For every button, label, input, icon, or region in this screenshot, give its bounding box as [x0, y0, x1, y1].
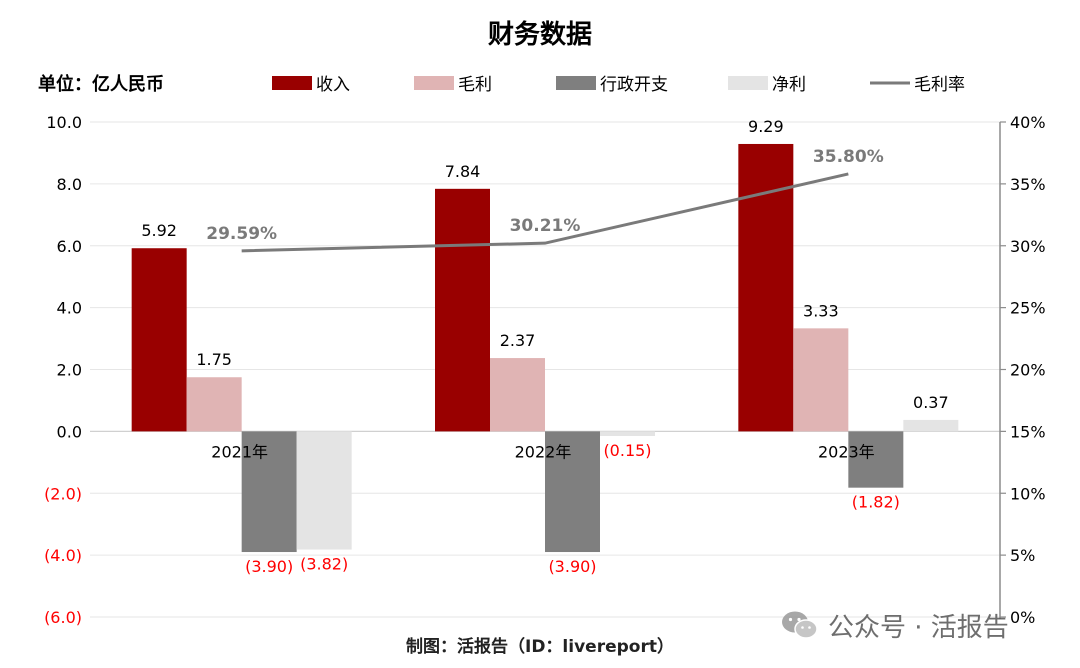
y-right-tick-label: 15% [1010, 422, 1046, 441]
rate-line [241, 172, 849, 253]
x-category-label: 2022年 [515, 442, 572, 461]
data-labels: 5.92 7.84 9.29 1.75 2.37 3.33 (3.90) (3.90) (1.8… [141, 117, 948, 576]
gross-profit-data-label: 2.37 [500, 331, 536, 350]
y-right-tick-label: 20% [1010, 361, 1046, 380]
revenue-bar [131, 248, 187, 432]
y-left-tick-label: (6.0) [44, 608, 82, 627]
wechat-icon [782, 611, 818, 639]
y-right-tick-label: 0% [1010, 608, 1035, 627]
admin-expense-bar [848, 431, 904, 488]
admin-expense-data-label: (3.90) [245, 557, 293, 576]
gross-profit-bar [186, 377, 242, 432]
net-profit-data-label: (3.82) [300, 555, 348, 574]
gross-margin-label: 35.80% [813, 147, 884, 167]
footer-credit: 制图：活报告（ID：livereport） [406, 637, 674, 657]
net-profit-data-label: (0.15) [603, 441, 651, 460]
admin-expense-bar [545, 431, 600, 553]
admin-expense-data-label: (3.90) [548, 557, 596, 576]
unit-label: 单位：亿人民币 [38, 74, 164, 95]
legend-label-gross-profit: 毛利 [458, 75, 492, 95]
admin-expense-data-label: (1.82) [852, 493, 900, 512]
y-left-tick-label: 0.0 [57, 422, 82, 441]
legend-swatch-revenue [272, 76, 312, 90]
gross-profit-bar [490, 358, 545, 432]
legend-swatch-admin-expense [556, 76, 596, 90]
net-profit-bar [903, 419, 959, 432]
y-right-tick-label: 10% [1010, 484, 1046, 503]
y-left-tick-label: 6.0 [57, 237, 82, 256]
y-left-tick-label: 4.0 [57, 299, 82, 318]
legend-label-revenue: 收入 [316, 75, 350, 95]
gross-margin-label: 29.59% [206, 224, 277, 244]
gross-profit-bar [793, 328, 849, 432]
y-right-tick-label: 35% [1010, 175, 1046, 194]
x-category-label: 2021年 [211, 442, 268, 461]
revenue-data-label: 5.92 [141, 221, 177, 240]
y-right-tick-label: 5% [1010, 546, 1035, 565]
admin-expense-bar [241, 431, 297, 553]
net-profit-bar [600, 431, 655, 437]
revenue-data-label: 9.29 [748, 117, 784, 136]
legend-label-net-profit: 净利 [772, 75, 806, 95]
axes: (6.0) (4.0) (2.0) 0.0 2.0 4.0 6.0 8.0 10.0 0% 5% 10… [44, 113, 1046, 627]
watermark: 公众号 · 活报告 [780, 608, 1009, 643]
revenue-data-label: 7.84 [445, 162, 481, 181]
legend-swatch-gross-profit [414, 76, 454, 90]
y-left-tick-label: 10.0 [46, 113, 82, 132]
legend-label-gross-margin: 毛利率 [914, 75, 965, 95]
y-right-tick-label: 30% [1010, 237, 1046, 256]
revenue-bar [435, 188, 490, 432]
y-right-tick-label: 25% [1010, 299, 1046, 318]
watermark-text: 公众号 · 活报告 [828, 612, 1009, 643]
net-profit-bar [296, 431, 352, 550]
y-left-tick-label: (2.0) [44, 484, 82, 503]
gross-margin-line [241, 172, 849, 253]
legend: 收入 毛利 行政开支 净利 毛利率 [272, 75, 965, 95]
net-profit-data-label: 0.37 [913, 393, 949, 412]
chart-title: 财务数据 [487, 20, 592, 50]
y-right-tick-label: 40% [1010, 113, 1046, 132]
gross-profit-data-label: 3.33 [803, 301, 839, 320]
legend-swatch-net-profit [728, 76, 768, 90]
y-left-tick-label: 8.0 [57, 175, 82, 194]
bars [131, 143, 959, 553]
y-left-tick-label: (4.0) [44, 546, 82, 565]
x-category-label: 2023年 [818, 442, 875, 461]
gross-profit-data-label: 1.75 [196, 350, 232, 369]
legend-label-admin-expense: 行政开支 [600, 75, 668, 95]
gross-margin-label: 30.21% [510, 216, 581, 236]
y-left-tick-label: 2.0 [57, 361, 82, 380]
